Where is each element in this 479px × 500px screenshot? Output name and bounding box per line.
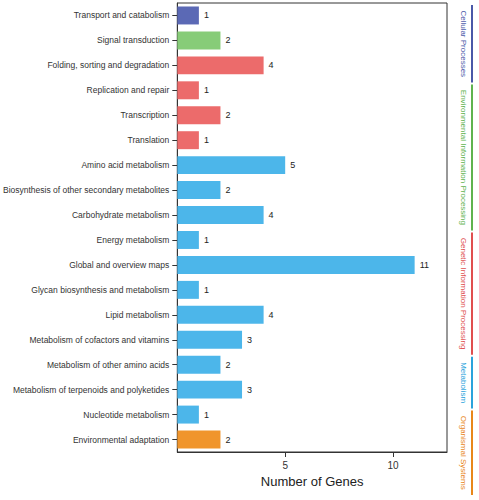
svg-text:Metabolism of terpenoids and p: Metabolism of terpenoids and polyketides — [13, 385, 169, 395]
svg-text:4: 4 — [269, 210, 274, 220]
svg-text:Metabolism of cofactors and vi: Metabolism of cofactors and vitamins — [29, 335, 169, 345]
svg-text:1: 1 — [204, 410, 209, 420]
svg-text:1: 1 — [204, 135, 209, 145]
svg-text:Environmental adaptation: Environmental adaptation — [73, 435, 170, 445]
svg-text:Genetic Information Processing: Genetic Information Processing — [459, 238, 468, 350]
svg-text:Global and overview maps: Global and overview maps — [69, 260, 169, 270]
svg-text:1: 1 — [204, 235, 209, 245]
svg-text:Biosynthesis of other secondar: Biosynthesis of other secondary metaboli… — [3, 185, 169, 195]
svg-text:2: 2 — [225, 185, 230, 195]
svg-text:Number of Genes: Number of Genes — [261, 474, 364, 489]
svg-text:2: 2 — [225, 360, 230, 370]
svg-text:1: 1 — [204, 85, 209, 95]
svg-text:1: 1 — [204, 285, 209, 295]
svg-text:Transport and catabolism: Transport and catabolism — [74, 10, 170, 20]
svg-text:Replication and repair: Replication and repair — [87, 85, 170, 95]
svg-text:Translation: Translation — [128, 135, 170, 145]
svg-text:2: 2 — [225, 35, 230, 45]
svg-text:3: 3 — [247, 385, 252, 395]
svg-text:Metabolism of other amino acid: Metabolism of other amino acids — [47, 360, 169, 370]
svg-text:Amino acid metabolism: Amino acid metabolism — [81, 160, 169, 170]
svg-text:2: 2 — [225, 110, 230, 120]
svg-text:Lipid metabolism: Lipid metabolism — [106, 310, 170, 320]
svg-text:Cellular Processes: Cellular Processes — [459, 10, 468, 77]
svg-text:Glycan biosynthesis and metabo: Glycan biosynthesis and metabolism — [31, 285, 169, 295]
svg-text:4: 4 — [269, 310, 274, 320]
svg-text:5: 5 — [282, 460, 288, 471]
svg-text:5: 5 — [290, 160, 295, 170]
svg-text:3: 3 — [247, 335, 252, 345]
svg-text:10: 10 — [387, 460, 399, 471]
svg-text:Signal transduction: Signal transduction — [97, 35, 170, 45]
svg-text:Transcription: Transcription — [120, 110, 169, 120]
svg-text:4: 4 — [269, 60, 274, 70]
svg-text:Folding, sorting and degradati: Folding, sorting and degradation — [47, 60, 169, 70]
svg-text:Organismal Systems: Organismal Systems — [459, 416, 468, 490]
svg-text:Nucleotide metabolism: Nucleotide metabolism — [83, 410, 169, 420]
svg-text:2: 2 — [225, 435, 230, 445]
svg-text:Metabolism: Metabolism — [459, 362, 468, 403]
svg-text:Energy metabolism: Energy metabolism — [97, 235, 170, 245]
svg-text:Environmental Information Proc: Environmental Information Processing — [459, 90, 468, 225]
svg-text:Carbohydrate metabolism: Carbohydrate metabolism — [72, 210, 169, 220]
svg-text:1: 1 — [204, 10, 209, 20]
svg-text:11: 11 — [420, 260, 429, 270]
